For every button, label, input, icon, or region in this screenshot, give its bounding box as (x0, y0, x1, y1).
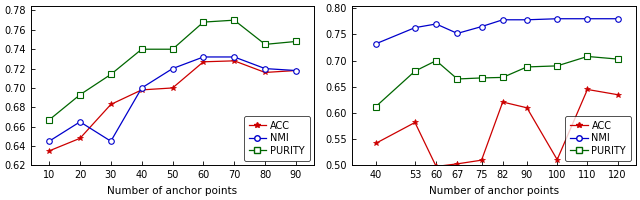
Legend: ACC, NMI, PURITY: ACC, NMI, PURITY (565, 116, 631, 161)
X-axis label: Number of anchor points: Number of anchor points (108, 186, 237, 196)
Legend: ACC, NMI, PURITY: ACC, NMI, PURITY (244, 116, 310, 161)
X-axis label: Number of anchor points: Number of anchor points (429, 186, 559, 196)
